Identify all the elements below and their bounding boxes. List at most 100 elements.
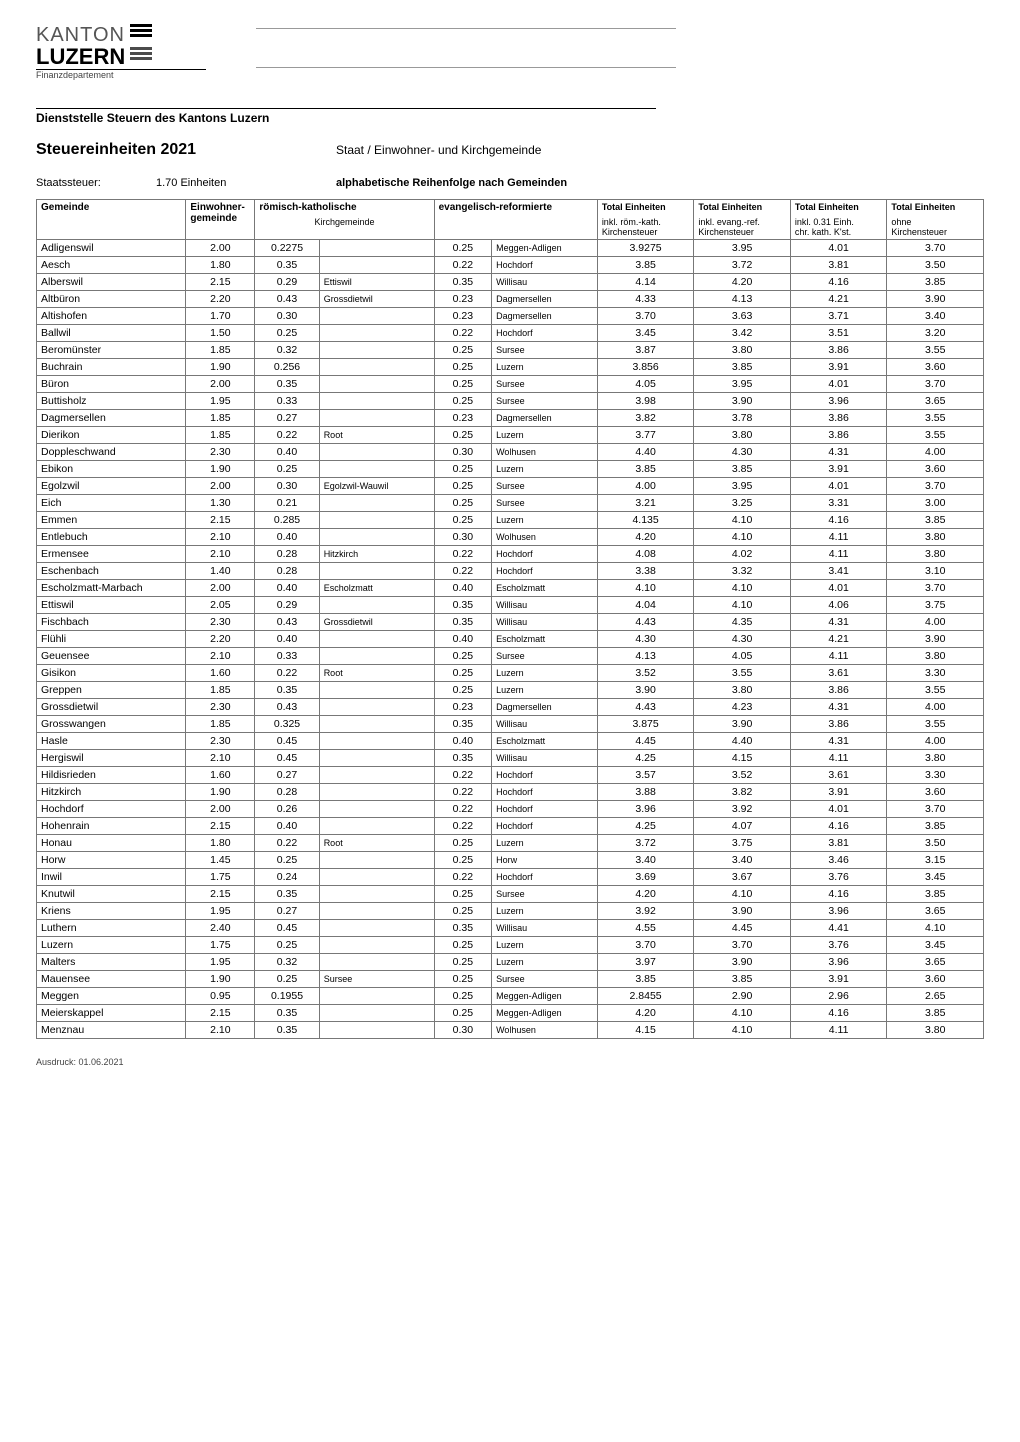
col-gemeinde: Gemeinde: [37, 200, 186, 240]
cell-total-rk: 3.21: [597, 495, 694, 512]
table-row: Meggen0.950.19550.25Meggen-Adligen2.8455…: [37, 988, 984, 1005]
cell-er-name: Willisau: [492, 614, 598, 631]
table-row: Mauensee1.900.25Sursee0.25Sursee3.853.85…: [37, 971, 984, 988]
cell-total-ohne: 3.50: [887, 835, 984, 852]
cell-total-er: 4.40: [694, 733, 791, 750]
table-row: Grosswangen1.850.3250.35Willisau3.8753.9…: [37, 716, 984, 733]
logo-bars-icon: [130, 24, 152, 39]
cell-gemeinde: Inwil: [37, 869, 186, 886]
cell-total-ohne: 3.45: [887, 937, 984, 954]
cell-total-ohne: 3.55: [887, 427, 984, 444]
cell-er-name: Meggen-Adligen: [492, 1005, 598, 1022]
cell-total-rk: 4.04: [597, 597, 694, 614]
cell-rk-value: 0.27: [255, 410, 319, 427]
cell-einwohner: 1.95: [186, 393, 255, 410]
cell-total-rk: 3.40: [597, 852, 694, 869]
cell-total-er: 3.95: [694, 240, 791, 257]
cell-total-rk: 4.45: [597, 733, 694, 750]
cell-gemeinde: Grosswangen: [37, 716, 186, 733]
cell-total-rk: 3.70: [597, 308, 694, 325]
cell-gemeinde: Grossdietwil: [37, 699, 186, 716]
cell-einwohner: 2.30: [186, 444, 255, 461]
cell-rk-value: 0.33: [255, 393, 319, 410]
cell-total-rk: 3.70: [597, 937, 694, 954]
cell-total-ohne: 3.60: [887, 971, 984, 988]
cell-total-er: 4.07: [694, 818, 791, 835]
cell-gemeinde: Hildisrieden: [37, 767, 186, 784]
cell-rk-name: [319, 1022, 434, 1039]
cell-total-er: 3.55: [694, 665, 791, 682]
logo-department: Finanzdepartement: [36, 70, 206, 80]
cell-total-031: 4.01: [790, 376, 887, 393]
cell-total-er: 3.80: [694, 682, 791, 699]
cell-rk-value: 0.2275: [255, 240, 319, 257]
cell-total-031: 3.81: [790, 257, 887, 274]
cell-gemeinde: Honau: [37, 835, 186, 852]
cell-er-name: Sursee: [492, 342, 598, 359]
cell-einwohner: 2.40: [186, 920, 255, 937]
table-row: Fischbach2.300.43Grossdietwil0.35Willisa…: [37, 614, 984, 631]
cell-total-er: 3.90: [694, 903, 791, 920]
cell-er-value: 0.22: [434, 801, 491, 818]
cell-rk-value: 0.28: [255, 563, 319, 580]
cell-total-031: 3.86: [790, 716, 887, 733]
cell-er-name: Luzern: [492, 512, 598, 529]
cell-er-value: 0.35: [434, 716, 491, 733]
cell-rk-value: 0.25: [255, 852, 319, 869]
cell-rk-value: 0.32: [255, 342, 319, 359]
cell-total-ohne: 3.60: [887, 359, 984, 376]
cell-er-name: Meggen-Adligen: [492, 988, 598, 1005]
cell-gemeinde: Büron: [37, 376, 186, 393]
cell-er-value: 0.30: [434, 444, 491, 461]
cell-total-ohne: 3.85: [887, 274, 984, 291]
cell-total-rk: 4.13: [597, 648, 694, 665]
cell-er-value: 0.40: [434, 631, 491, 648]
cell-er-name: Sursee: [492, 886, 598, 903]
cell-rk-name: [319, 631, 434, 648]
logo-bars-icon: [130, 47, 152, 62]
cell-total-rk: 3.97: [597, 954, 694, 971]
cell-rk-name: [319, 1005, 434, 1022]
cell-total-ohne: 3.60: [887, 784, 984, 801]
cell-total-er: 4.02: [694, 546, 791, 563]
cell-rk-value: 0.40: [255, 529, 319, 546]
cell-er-value: 0.25: [434, 852, 491, 869]
cell-er-value: 0.35: [434, 274, 491, 291]
cell-total-er: 3.25: [694, 495, 791, 512]
cell-total-031: 3.96: [790, 393, 887, 410]
cell-total-ohne: 3.65: [887, 393, 984, 410]
cell-total-ohne: 4.00: [887, 444, 984, 461]
cell-rk-name: [319, 342, 434, 359]
cell-total-rk: 4.20: [597, 529, 694, 546]
col-tot4: Total Einheiten: [887, 200, 984, 216]
cell-total-ohne: 4.00: [887, 614, 984, 631]
cell-gemeinde: Hohenrain: [37, 818, 186, 835]
cell-rk-value: 0.33: [255, 648, 319, 665]
cell-total-031: 4.11: [790, 648, 887, 665]
cell-rk-name: [319, 886, 434, 903]
cell-er-value: 0.25: [434, 427, 491, 444]
table-row: Hergiswil2.100.450.35Willisau4.254.154.1…: [37, 750, 984, 767]
col-tot4-sub: ohneKirchensteuer: [887, 215, 984, 240]
cell-total-rk: 4.00: [597, 478, 694, 495]
cell-einwohner: 1.85: [186, 342, 255, 359]
cell-einwohner: 2.00: [186, 801, 255, 818]
cell-rk-value: 0.325: [255, 716, 319, 733]
cell-total-ohne: 3.80: [887, 529, 984, 546]
cell-total-rk: 4.43: [597, 614, 694, 631]
cell-total-er: 4.30: [694, 444, 791, 461]
cell-er-name: Sursee: [492, 393, 598, 410]
cell-total-rk: 3.85: [597, 257, 694, 274]
cell-total-031: 4.16: [790, 818, 887, 835]
cell-rk-value: 0.45: [255, 750, 319, 767]
cell-total-ohne: 3.70: [887, 376, 984, 393]
cell-er-value: 0.25: [434, 988, 491, 1005]
col-tot1-sub: inkl. röm.-kath.Kirchensteuer: [597, 215, 694, 240]
cell-er-name: Dagmersellen: [492, 699, 598, 716]
cell-er-name: Luzern: [492, 937, 598, 954]
cell-er-value: 0.22: [434, 818, 491, 835]
cell-einwohner: 1.50: [186, 325, 255, 342]
cell-total-rk: 4.43: [597, 699, 694, 716]
table-row: Honau1.800.22Root0.25Luzern3.723.753.813…: [37, 835, 984, 852]
cell-total-ohne: 3.70: [887, 580, 984, 597]
